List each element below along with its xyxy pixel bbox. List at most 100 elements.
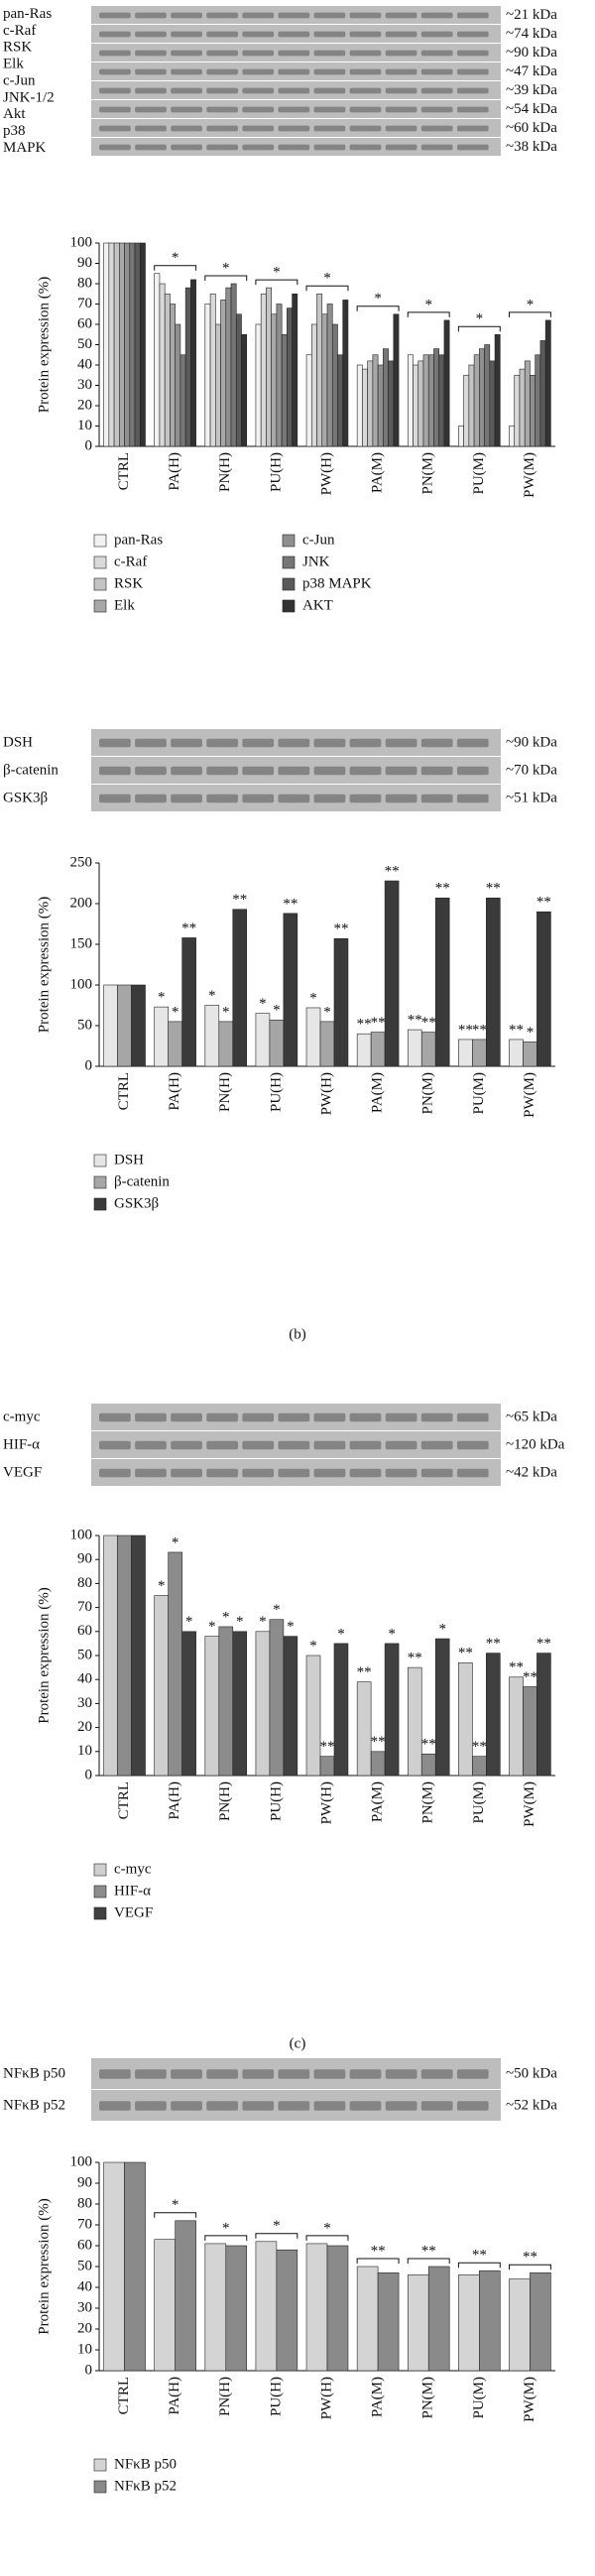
blot-band bbox=[456, 12, 489, 19]
bar bbox=[377, 2272, 400, 2372]
bar bbox=[407, 1029, 422, 1067]
blot-band bbox=[385, 12, 417, 19]
bar bbox=[305, 2243, 328, 2372]
blot-band bbox=[313, 144, 346, 151]
blot-band bbox=[420, 1412, 453, 1422]
bar bbox=[422, 354, 429, 447]
bar bbox=[388, 360, 395, 447]
legend-label: VEGF bbox=[114, 1904, 153, 1920]
blot-band bbox=[206, 12, 239, 19]
blot-band bbox=[135, 2101, 167, 2111]
blot-band bbox=[420, 106, 453, 113]
blot-band bbox=[456, 1440, 489, 1450]
blot-band bbox=[456, 738, 489, 748]
y-tick-label: 250 bbox=[70, 854, 93, 870]
blot-band bbox=[171, 68, 202, 75]
blot-band bbox=[385, 766, 417, 776]
blot-protein-label: JNK-1/2 bbox=[3, 89, 55, 105]
blot-band bbox=[242, 2101, 275, 2111]
blot-band bbox=[206, 68, 239, 75]
blot-band bbox=[313, 794, 346, 803]
x-tick-label: PU(M) bbox=[471, 2377, 487, 2419]
y-tick-label: 20 bbox=[77, 397, 92, 413]
bar bbox=[181, 937, 196, 1067]
x-tick-label: PU(H) bbox=[268, 2377, 284, 2416]
blot-band bbox=[242, 31, 275, 38]
significance-label: * bbox=[273, 2218, 281, 2234]
y-tick-label: 80 bbox=[77, 1575, 92, 1591]
bar bbox=[393, 313, 400, 447]
bar bbox=[438, 354, 445, 447]
significance-bracket bbox=[305, 285, 349, 292]
blot-band bbox=[171, 125, 202, 132]
y-axis-label: Protein expression (%) bbox=[36, 1587, 52, 1723]
significance-label: * bbox=[273, 1602, 281, 1618]
blot-size-label: ~21 kDa bbox=[506, 7, 557, 23]
significance-bracket bbox=[356, 2258, 400, 2264]
significance-label: * bbox=[208, 988, 216, 1004]
blot-band bbox=[99, 68, 131, 75]
blot-band bbox=[349, 738, 382, 748]
blot-band bbox=[99, 2101, 131, 2111]
blot-protein-label: NFκB p50 bbox=[3, 2065, 65, 2081]
blot-band bbox=[420, 50, 453, 57]
bar bbox=[215, 323, 221, 447]
significance-label: ** bbox=[232, 892, 247, 908]
blot-size-label: ~38 kDa bbox=[506, 139, 557, 155]
bar bbox=[523, 1042, 537, 1067]
y-axis-label: Protein expression (%) bbox=[36, 2198, 52, 2334]
bar bbox=[535, 354, 541, 447]
bar bbox=[427, 354, 434, 447]
legend-label: DSH bbox=[114, 1152, 144, 1167]
bar bbox=[417, 360, 424, 447]
bar bbox=[305, 1007, 321, 1067]
significance-label: ** bbox=[371, 1015, 386, 1031]
y-tick-label: 70 bbox=[77, 296, 92, 311]
blot-band bbox=[278, 144, 310, 151]
x-tick-label: PN(M) bbox=[420, 2377, 436, 2419]
bar bbox=[420, 1032, 436, 1067]
bar bbox=[190, 279, 196, 447]
blot-protein-label: RSK bbox=[3, 40, 32, 56]
blot-band bbox=[385, 738, 417, 748]
blot-band bbox=[278, 125, 310, 132]
y-tick-label: 80 bbox=[77, 2195, 92, 2211]
legend-label: c-Jun bbox=[302, 532, 335, 548]
significance-label: ** bbox=[408, 1013, 422, 1029]
y-tick-label: 20 bbox=[77, 1719, 92, 1735]
bar bbox=[283, 1636, 298, 1777]
y-tick-label: 10 bbox=[77, 418, 92, 433]
blot-band bbox=[420, 2101, 453, 2111]
blot-band bbox=[171, 1468, 202, 1478]
bar bbox=[458, 426, 464, 447]
bar bbox=[321, 313, 328, 447]
significance-label: * bbox=[323, 271, 331, 287]
blot-band bbox=[206, 87, 239, 94]
y-tick-label: 0 bbox=[85, 1767, 93, 1782]
blot-protein-label: GSK3β bbox=[3, 790, 48, 805]
y-tick-label: 90 bbox=[77, 1551, 92, 1567]
blot-band bbox=[99, 50, 131, 57]
bar bbox=[235, 313, 242, 447]
blot-band bbox=[420, 766, 453, 776]
x-tick-label: PA(H) bbox=[167, 452, 182, 491]
bar bbox=[536, 911, 551, 1067]
blot-band bbox=[420, 2069, 453, 2079]
significance-label: ** bbox=[472, 2248, 487, 2264]
bar bbox=[427, 2266, 450, 2372]
significance-bracket bbox=[457, 325, 501, 332]
legend-swatch bbox=[93, 534, 107, 548]
significance-label: ** bbox=[333, 921, 348, 937]
significance-label: * bbox=[172, 1534, 179, 1550]
legend-label: Elk bbox=[114, 597, 135, 613]
significance-bracket bbox=[508, 311, 551, 317]
blot-band bbox=[242, 125, 275, 132]
blot-band bbox=[456, 794, 489, 803]
bar bbox=[175, 323, 181, 447]
bar bbox=[292, 293, 298, 447]
y-tick-label: 100 bbox=[70, 1527, 93, 1542]
blot-band bbox=[456, 106, 489, 113]
x-tick-label: PN(M) bbox=[420, 452, 436, 495]
blot-band bbox=[420, 1468, 453, 1478]
blot-protein-label: c-myc bbox=[3, 1409, 41, 1424]
